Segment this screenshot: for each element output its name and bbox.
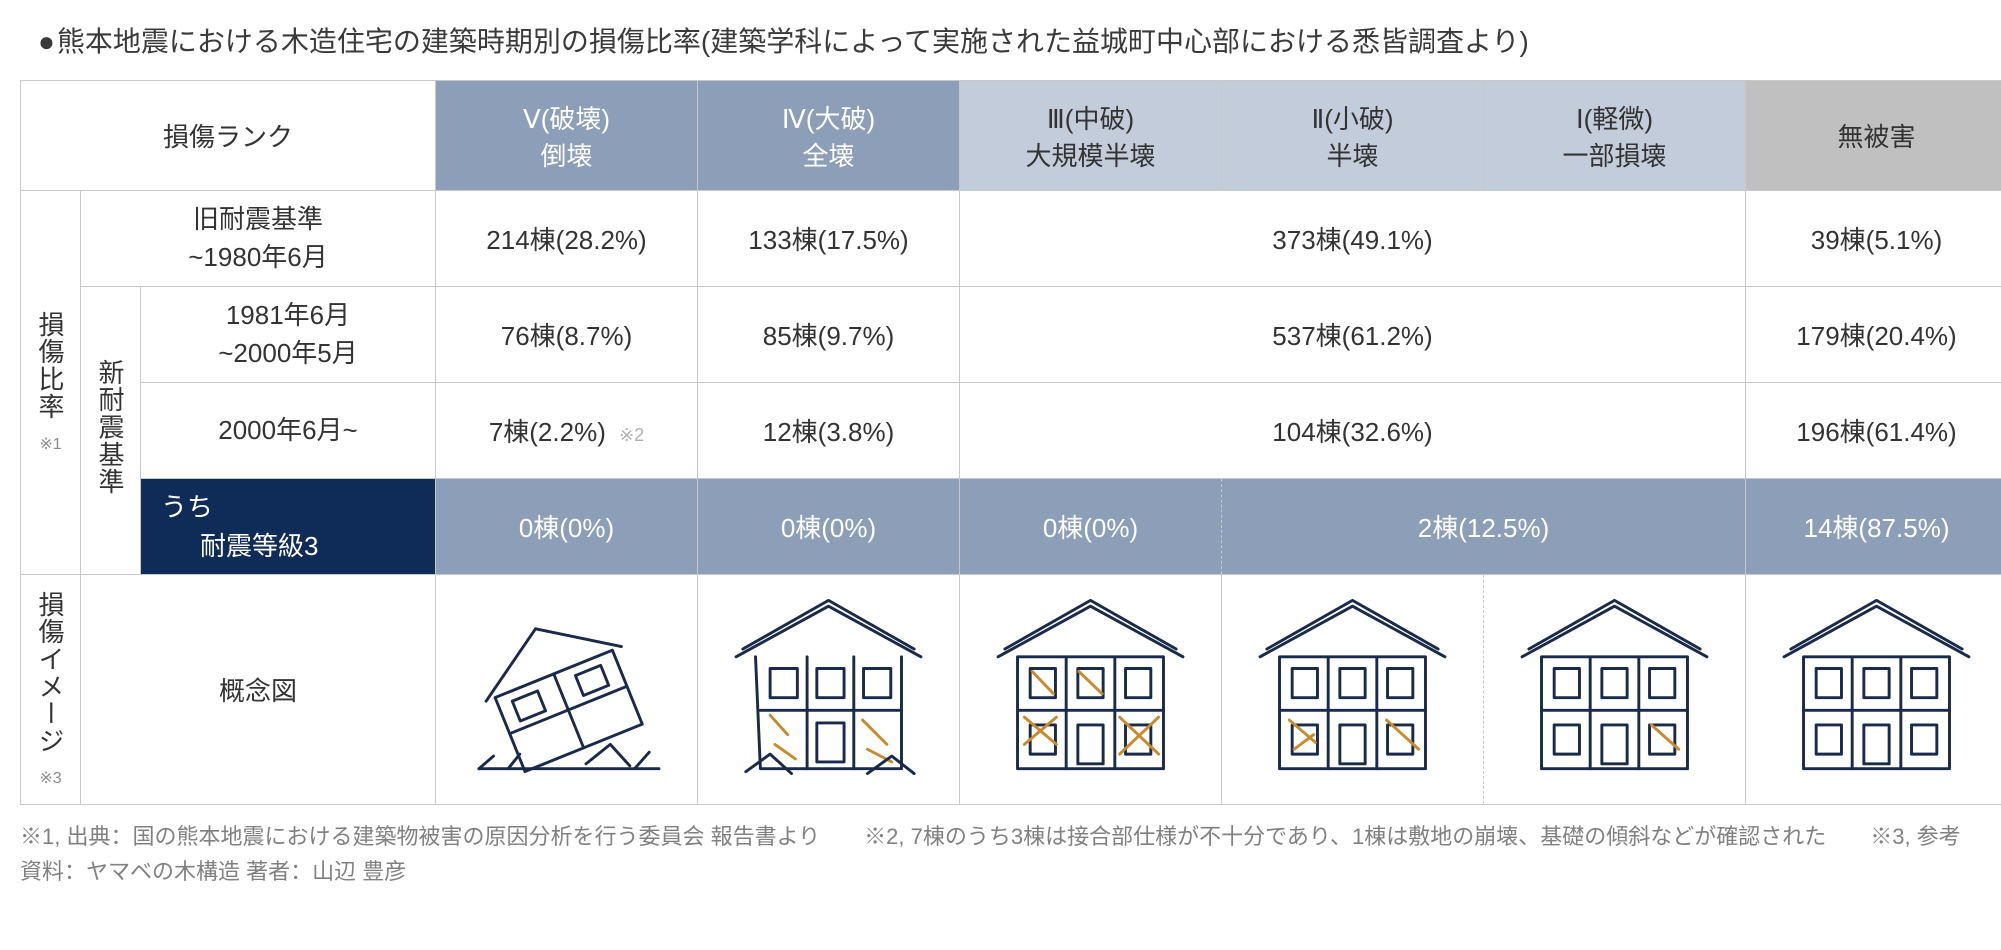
header-v3: Ⅲ(中破) 大規模半壊 <box>960 81 1222 191</box>
cell-old-v5: 214棟(28.2%) <box>436 191 698 287</box>
header-rank-label: 損傷ランク <box>21 81 436 191</box>
cell-mid-v5: 76棟(8.7%) <box>436 287 698 383</box>
house-minor-damage-icon <box>1226 586 1479 786</box>
header-v4: Ⅳ(大破) 全壊 <box>698 81 960 191</box>
side-image-text: 損傷イメージ <box>32 591 69 755</box>
side-ratio-note: ※1 <box>21 434 80 454</box>
cell-mid-v4: 85棟(9.7%) <box>698 287 960 383</box>
header-v2: Ⅱ(小破) 半壊 <box>1222 81 1484 191</box>
img-none <box>1746 575 2001 805</box>
page-title: 熊本地震における木造住宅の建築時期別の損傷比率(建築学科によって実施された益城町… <box>38 20 1991 60</box>
period-new-l1: 2000年6月~ <box>218 415 357 445</box>
cell-mid-v321: 537棟(61.2%) <box>960 287 1746 383</box>
concept-label: 概念図 <box>81 575 436 805</box>
damage-ratio-table: 損傷ランク Ⅴ(破壊) 倒壊 Ⅳ(大破) 全壊 Ⅲ(中破) 大規模半壊 Ⅱ(小破… <box>20 80 2001 805</box>
period-mid-l1: 1981年6月 <box>226 300 350 330</box>
period-new: 2000年6月~ <box>141 383 436 479</box>
side-image-label: 損傷イメージ ※3 <box>21 575 81 805</box>
cell-new-v5-val: 7棟(2.2%) <box>489 417 606 447</box>
house-intact-icon <box>1750 586 2001 786</box>
header-v2-l1: Ⅱ(小破) <box>1311 104 1393 134</box>
cell-new-v5-note: ※2 <box>613 425 644 445</box>
side-new-std-label: 新耐震基準 <box>81 287 141 575</box>
img-v1 <box>1484 575 1746 805</box>
cell-old-v321: 373棟(49.1%) <box>960 191 1746 287</box>
header-v5-l2: 倒壊 <box>436 136 697 173</box>
period-g3: うち 耐震等級3 <box>141 479 436 575</box>
header-v1-l1: Ⅰ(軽微) <box>1576 104 1653 134</box>
period-g3-l1: うち <box>161 492 213 522</box>
period-old-l1: 旧耐震基準 <box>193 204 323 234</box>
period-mid-l2: ~2000年5月 <box>141 335 435 373</box>
cell-old-none: 39棟(5.1%) <box>1746 191 2001 287</box>
cell-g3-none: 14棟(87.5%) <box>1746 479 2001 575</box>
header-v4-l2: 全壊 <box>698 136 959 173</box>
header-v5-l1: Ⅴ(破壊) <box>523 104 610 134</box>
img-v4 <box>698 575 960 805</box>
header-v1-l2: 一部損壊 <box>1484 136 1745 173</box>
cell-new-v5: 7棟(2.2%) ※2 <box>436 383 698 479</box>
cell-g3-v21: 2棟(12.5%) <box>1222 479 1746 575</box>
cell-g3-v3: 0棟(0%) <box>960 479 1222 575</box>
header-v4-l1: Ⅳ(大破) <box>782 104 875 134</box>
header-v5: Ⅴ(破壊) 倒壊 <box>436 81 698 191</box>
header-v3-l1: Ⅲ(中破) <box>1047 104 1134 134</box>
header-v3-l2: 大規模半壊 <box>960 136 1221 173</box>
cell-new-v321: 104棟(32.6%) <box>960 383 1746 479</box>
img-v3 <box>960 575 1222 805</box>
footnotes: ※1, 出典：国の熊本地震における建築物被害の原因分析を行う委員会 報告書より … <box>20 819 1981 889</box>
cell-g3-v4: 0棟(0%) <box>698 479 960 575</box>
house-collapsed-icon <box>440 586 693 786</box>
img-v2 <box>1222 575 1484 805</box>
cell-g3-v5: 0棟(0%) <box>436 479 698 575</box>
cell-new-v4: 12棟(3.8%) <box>698 383 960 479</box>
header-v2-l2: 半壊 <box>1222 136 1483 173</box>
period-mid: 1981年6月 ~2000年5月 <box>141 287 436 383</box>
cell-old-v4: 133棟(17.5%) <box>698 191 960 287</box>
period-old-l2: ~1980年6月 <box>81 239 435 277</box>
house-slight-damage-icon <box>1488 586 1741 786</box>
img-v5 <box>436 575 698 805</box>
period-g3-l2: 耐震等級3 <box>161 527 435 566</box>
side-new-std-text: 新耐震基準 <box>92 359 129 496</box>
side-image-note: ※3 <box>21 768 80 788</box>
side-ratio-text: 損傷比率 <box>32 311 69 420</box>
header-v1: Ⅰ(軽微) 一部損壊 <box>1484 81 1746 191</box>
house-severe-damage-icon <box>702 586 955 786</box>
cell-new-none: 196棟(61.4%) <box>1746 383 2001 479</box>
house-moderate-damage-icon <box>964 586 1217 786</box>
header-none: 無被害 <box>1746 81 2001 191</box>
side-ratio-label: 損傷比率 ※1 <box>21 191 81 575</box>
period-old: 旧耐震基準 ~1980年6月 <box>81 191 436 287</box>
cell-mid-none: 179棟(20.4%) <box>1746 287 2001 383</box>
